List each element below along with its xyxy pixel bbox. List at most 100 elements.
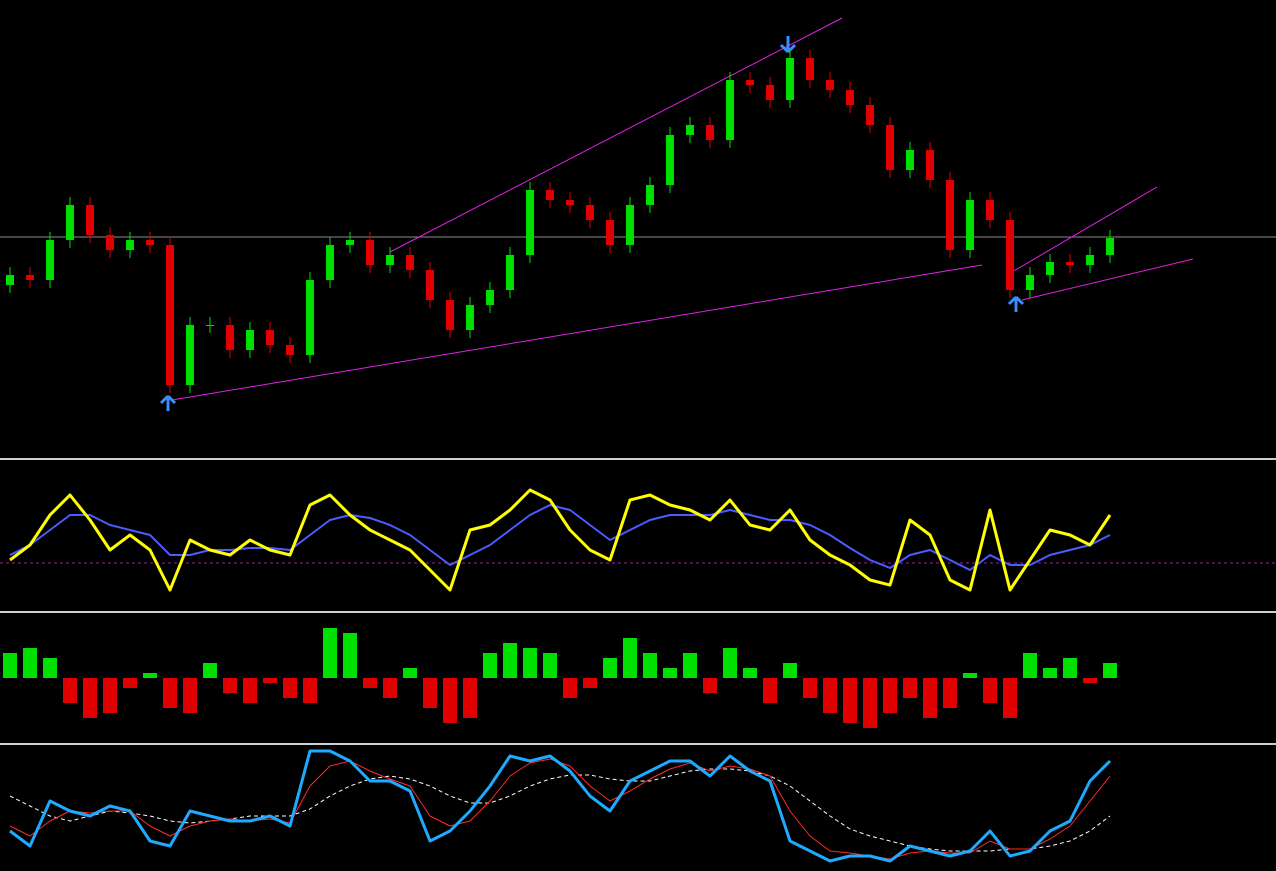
up-arrow: [159, 394, 177, 411]
candle-body: [26, 275, 34, 280]
candle-body: [1046, 262, 1054, 275]
candle-body: [526, 190, 534, 255]
histogram-bar: [783, 663, 797, 678]
candle-body: [266, 330, 274, 345]
candle-body: [946, 180, 954, 250]
candle-body: [166, 245, 174, 385]
histogram-bar: [803, 678, 817, 698]
histogram-bar: [903, 678, 917, 698]
candle-body: [926, 150, 934, 180]
candle-body: [1026, 275, 1034, 290]
histogram-bar: [1043, 668, 1057, 678]
histogram-bar: [703, 678, 717, 693]
histogram-bar: [563, 678, 577, 698]
candle-body: [246, 330, 254, 350]
candle-body: [886, 125, 894, 170]
histogram-bar: [983, 678, 997, 703]
histogram-bar: [363, 678, 377, 688]
indicator-line: [9, 768, 1111, 852]
candle-body: [1066, 262, 1074, 265]
candle-body: [126, 240, 134, 250]
histogram-bar: [743, 668, 757, 678]
indicator-line: [9, 504, 1111, 571]
histogram-bar: [823, 678, 837, 713]
indicator-line: [9, 488, 1112, 592]
histogram-bar: [543, 653, 557, 678]
histogram-bar: [963, 673, 977, 678]
candle-body: [6, 275, 14, 285]
down-arrow: [779, 36, 797, 54]
candle-body: [186, 325, 194, 385]
candle-body: [666, 135, 674, 185]
candle-body: [866, 105, 874, 125]
candle-body: [226, 325, 234, 350]
candle-body: [546, 190, 554, 200]
up-arrow: [1007, 295, 1025, 312]
histogram-bar: [1063, 658, 1077, 678]
histogram-bar: [843, 678, 857, 723]
histogram-bar: [763, 678, 777, 703]
candle-body: [326, 245, 334, 280]
candle-body: [406, 255, 414, 270]
histogram-bar: [723, 648, 737, 678]
histogram-bar: [323, 628, 337, 678]
candle-body: [806, 58, 814, 80]
candle-body: [506, 255, 514, 290]
histogram-bar: [623, 638, 637, 678]
candle-body: [106, 235, 114, 250]
histogram-bar: [583, 678, 597, 688]
histogram-bar: [83, 678, 97, 718]
histogram-bar: [883, 678, 897, 713]
trend-line: [1021, 258, 1194, 301]
candle-body: [706, 125, 714, 140]
trend-line: [171, 264, 983, 401]
histogram-bar: [163, 678, 177, 708]
histogram-bar: [343, 633, 357, 678]
candle-body: [766, 85, 774, 100]
histogram-bar: [503, 643, 517, 678]
candle-body: [626, 205, 634, 245]
histogram-bar: [263, 678, 277, 683]
histogram-bar: [683, 653, 697, 678]
histogram-bar: [863, 678, 877, 728]
candle-body: [486, 290, 494, 305]
histogram-bar: [103, 678, 117, 713]
histogram-bar: [483, 653, 497, 678]
candle-body: [846, 90, 854, 105]
candle-body: [466, 305, 474, 330]
candle-body: [906, 150, 914, 170]
histogram-bar: [603, 658, 617, 678]
candle-body: [46, 240, 54, 280]
candle-body: [986, 200, 994, 220]
histogram-bar: [1103, 663, 1117, 678]
histogram-bar: [663, 668, 677, 678]
candle-body: [1106, 238, 1114, 255]
histogram-bar: [243, 678, 257, 703]
trend-line: [1011, 186, 1158, 273]
candle-body: [146, 240, 154, 245]
histogram-bar: [43, 658, 57, 678]
histogram-bar: [463, 678, 477, 718]
histogram-bar: [123, 678, 137, 688]
histogram-bar: [423, 678, 437, 708]
histogram-bar: [203, 663, 217, 678]
histogram-bar: [223, 678, 237, 693]
candle-body: [1086, 255, 1094, 265]
candle-body: [306, 280, 314, 355]
histogram-bar: [923, 678, 937, 718]
histogram-bar: [383, 678, 397, 698]
histogram-bar: [1003, 678, 1017, 718]
candle-body: [346, 240, 354, 245]
candle-body: [446, 300, 454, 330]
candle-body: [86, 205, 94, 235]
histogram-bar: [143, 673, 157, 678]
histogram-bar: [443, 678, 457, 723]
candle-body: [646, 185, 654, 205]
candle-body: [66, 205, 74, 240]
candle-body: [726, 80, 734, 140]
candle-body: [366, 240, 374, 265]
histogram-bar: [283, 678, 297, 698]
candle-body: [386, 255, 394, 265]
